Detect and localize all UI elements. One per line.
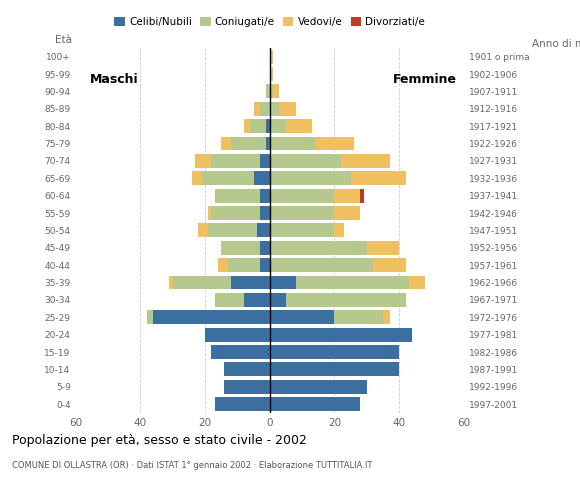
Text: Età: Età	[55, 35, 72, 45]
Bar	[212, 206, 260, 220]
Bar	[260, 258, 270, 272]
Bar	[198, 224, 208, 237]
Legend: Celibi/Nubili, Coniugati/e, Vedovi/e, Divorziati/e: Celibi/Nubili, Coniugati/e, Vedovi/e, Di…	[110, 13, 429, 31]
Bar	[270, 258, 374, 272]
Bar	[212, 154, 260, 168]
Bar	[231, 137, 266, 151]
Text: COMUNE DI OLLASTRA (OR) · Dati ISTAT 1° gennaio 2002 · Elaborazione TUTTITALIA.I: COMUNE DI OLLASTRA (OR) · Dati ISTAT 1° …	[12, 461, 372, 470]
Bar	[270, 362, 399, 376]
Text: Popolazione per età, sesso e stato civile - 2002: Popolazione per età, sesso e stato civil…	[12, 434, 306, 447]
Bar	[215, 397, 270, 411]
Bar	[286, 293, 406, 307]
Bar	[270, 50, 273, 64]
Bar	[208, 206, 212, 220]
Bar	[260, 189, 270, 203]
Bar	[367, 241, 399, 255]
Bar	[244, 119, 251, 133]
Bar	[266, 84, 270, 98]
Bar	[270, 380, 367, 394]
Bar	[341, 154, 390, 168]
Bar	[173, 276, 231, 289]
Bar	[351, 171, 406, 185]
Bar	[260, 154, 270, 168]
Bar	[296, 276, 409, 289]
Bar	[270, 102, 280, 116]
Bar	[260, 206, 270, 220]
Bar	[266, 137, 270, 151]
Bar	[286, 119, 312, 133]
Bar	[208, 224, 257, 237]
Bar	[212, 345, 270, 359]
Bar	[280, 102, 296, 116]
Bar	[260, 241, 270, 255]
Bar	[221, 241, 260, 255]
Bar	[205, 328, 270, 342]
Bar	[266, 119, 270, 133]
Bar	[215, 293, 244, 307]
Bar	[195, 154, 212, 168]
Bar	[215, 189, 260, 203]
Bar	[270, 119, 286, 133]
Bar	[147, 310, 153, 324]
Bar	[335, 310, 383, 324]
Bar	[244, 293, 270, 307]
Bar	[224, 362, 270, 376]
Bar	[374, 258, 406, 272]
Bar	[251, 119, 266, 133]
Bar	[270, 293, 286, 307]
Bar	[218, 258, 227, 272]
Bar	[169, 276, 173, 289]
Bar	[360, 189, 364, 203]
Bar	[202, 171, 253, 185]
Bar	[224, 380, 270, 394]
Bar	[260, 102, 270, 116]
Bar	[270, 137, 315, 151]
Bar	[227, 258, 260, 272]
Bar	[270, 171, 351, 185]
Bar	[221, 137, 231, 151]
Bar	[270, 276, 296, 289]
Bar	[270, 345, 399, 359]
Bar	[253, 171, 270, 185]
Bar	[335, 189, 360, 203]
Bar	[257, 224, 270, 237]
Bar	[270, 241, 367, 255]
Bar	[270, 310, 335, 324]
Bar	[153, 310, 270, 324]
Bar	[335, 206, 360, 220]
Y-axis label: Anno di nascita: Anno di nascita	[532, 39, 580, 49]
Bar	[270, 67, 273, 81]
Bar	[409, 276, 425, 289]
Bar	[270, 397, 360, 411]
Bar	[270, 84, 273, 98]
Bar	[270, 206, 335, 220]
Bar	[335, 224, 344, 237]
Bar	[253, 102, 260, 116]
Text: Maschi: Maschi	[90, 73, 139, 86]
Bar	[270, 224, 335, 237]
Bar	[270, 328, 412, 342]
Bar	[192, 171, 202, 185]
Bar	[270, 189, 335, 203]
Bar	[383, 310, 390, 324]
Bar	[270, 154, 341, 168]
Text: Femmine: Femmine	[393, 73, 457, 86]
Bar	[315, 137, 354, 151]
Bar	[231, 276, 270, 289]
Bar	[273, 84, 280, 98]
